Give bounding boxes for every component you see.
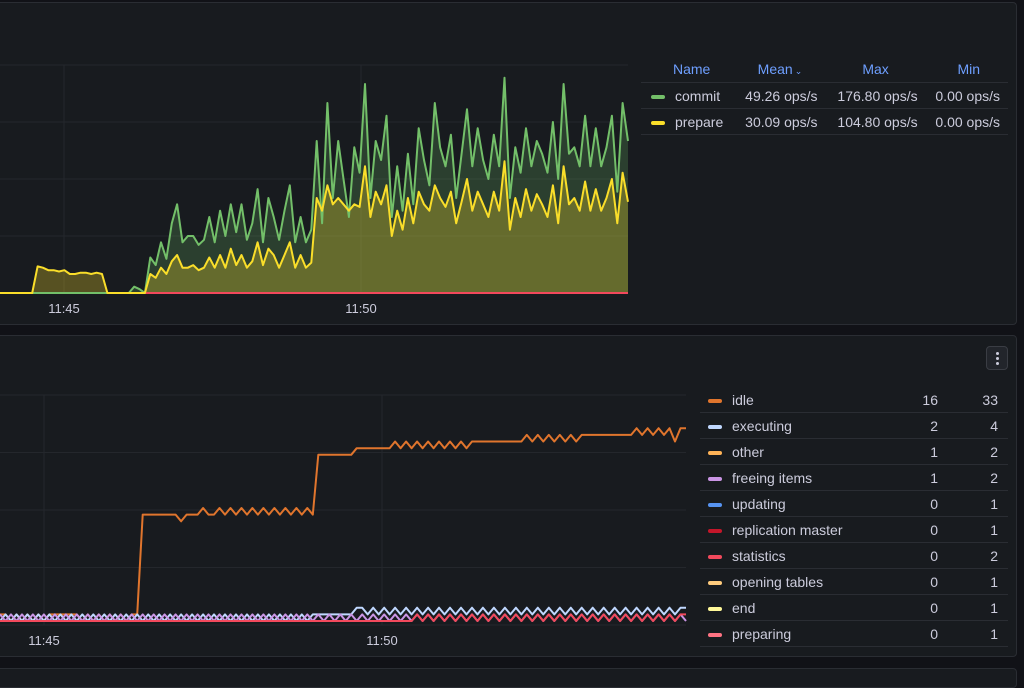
series-line-idle [0,427,686,622]
legend-series-name: freeing items [732,469,813,486]
legend-value-1: 0 [910,516,948,543]
legend-value-1: 16 [910,387,948,413]
legend-swatch [708,398,722,403]
ops-chart[interactable]: 11:45 11:50 [0,40,630,325]
legend-row-statistics[interactable]: statistics 0 2 [700,542,1008,569]
series-line-prepare [0,160,629,294]
legend-value-2: 4 [948,412,1008,439]
legend-swatch [708,580,722,585]
legend-series-name: executing [732,417,792,434]
x-tick-label: 11:45 [28,633,60,648]
series-line-statistics [0,613,686,622]
legend-series-name: statistics [732,547,786,564]
legend-series-name: idle [732,391,754,408]
legend-value-2: 2 [948,542,1008,569]
legend-row-replication-master[interactable]: replication master 0 1 [700,516,1008,543]
legend-value-2: 1 [948,568,1008,595]
legend-value-2: 1 [948,620,1008,647]
legend-value-2: 1 [948,490,1008,517]
legend-row-commit[interactable]: commit 49.26 ops/s 176.80 ops/s 0.00 ops… [641,82,1008,109]
series-line-executing [0,606,686,622]
legend-series-name: preparing [732,625,792,642]
legend-value-1: 1 [910,464,948,491]
threads-chart[interactable]: 11:45 11:50 [0,385,690,655]
legend-series-name: updating [732,495,786,512]
legend-mean-value: 30.09 ops/s [734,108,826,135]
threads-legend: idle 16 33 executing 2 4 other 1 2 freeing items 1… [700,387,1008,647]
legend-value-1: 1 [910,438,948,465]
legend-swatch [651,120,665,125]
legend-header-max[interactable]: Max [825,56,926,83]
legend-header-min[interactable]: Min [925,56,1008,83]
legend-series-name: prepare [675,113,724,130]
legend-header-mean[interactable]: Mean ⌄ [734,56,826,83]
legend-value-2: 1 [948,516,1008,543]
x-tick-label: 11:50 [366,633,398,648]
legend-series-name: opening tables [732,573,824,590]
kebab-menu-icon[interactable] [986,346,1008,370]
legend-swatch [708,632,722,637]
legend-row-prepare[interactable]: prepare 30.09 ops/s 104.80 ops/s 0.00 op… [641,108,1008,135]
legend-row-idle[interactable]: idle 16 33 [700,387,1008,413]
next-panel [0,668,1017,688]
legend-swatch [708,554,722,559]
x-tick-label: 11:50 [345,301,377,316]
legend-mean-value: 49.26 ops/s [734,82,826,109]
legend-series-name: other [732,443,764,460]
legend-value-1: 2 [910,412,948,439]
legend-row-preparing[interactable]: preparing 0 1 [700,620,1008,647]
legend-row-updating[interactable]: updating 0 1 [700,490,1008,517]
legend-row-executing[interactable]: executing 2 4 [700,412,1008,439]
legend-value-1: 0 [910,620,948,647]
legend-value-2: 2 [948,438,1008,465]
legend-value-1: 0 [910,542,948,569]
sort-desc-icon: ⌄ [794,66,803,76]
legend-swatch [651,94,665,99]
series-line-commit [0,76,629,294]
legend-max-value: 104.80 ops/s [825,108,926,135]
legend-min-value: 0.00 ops/s [925,108,1008,135]
legend-series-name: commit [675,87,721,104]
legend-swatch [708,528,722,533]
ops-legend: Name Mean ⌄ Max Min commit 49.26 ops/s 17… [641,56,1008,135]
legend-swatch [708,606,722,611]
legend-row-freeing-items[interactable]: freeing items 1 2 [700,464,1008,491]
legend-swatch [708,476,722,481]
legend-value-1: 0 [910,594,948,621]
legend-swatch [708,450,722,455]
legend-value-2: 2 [948,464,1008,491]
legend-value-2: 33 [948,387,1008,413]
x-tick-label: 11:45 [48,301,80,316]
legend-min-value: 0.00 ops/s [925,82,1008,109]
legend-value-1: 0 [910,490,948,517]
legend-header-name[interactable]: Name [641,56,735,83]
legend-swatch [708,424,722,429]
series-area-prepare [0,161,628,293]
legend-row-end[interactable]: end 0 1 [700,594,1008,621]
legend-series-name: end [732,599,756,616]
legend-row-other[interactable]: other 1 2 [700,438,1008,465]
legend-row-opening-tables[interactable]: opening tables 0 1 [700,568,1008,595]
legend-swatch [708,502,722,507]
legend-value-2: 1 [948,594,1008,621]
legend-value-1: 0 [910,568,948,595]
legend-series-name: replication master [732,521,843,538]
legend-max-value: 176.80 ops/s [825,82,926,109]
